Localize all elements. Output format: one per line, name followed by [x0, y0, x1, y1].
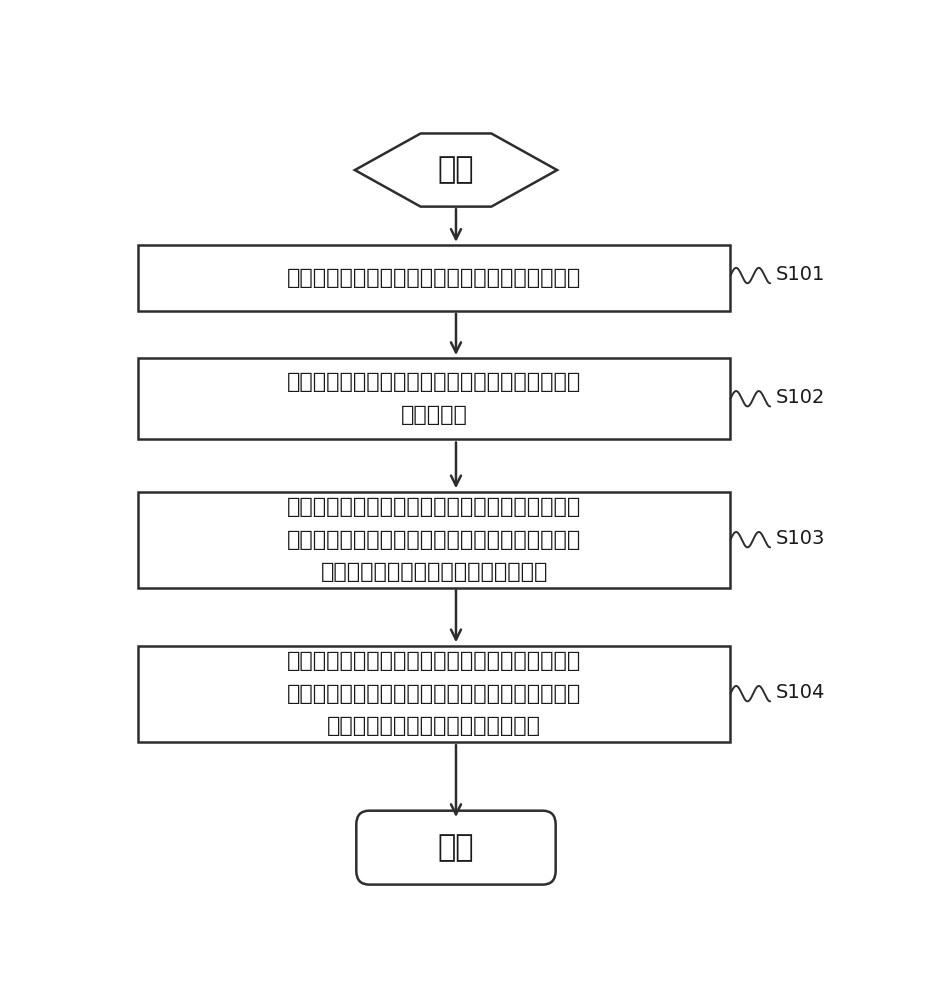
Text: 开始: 开始 — [438, 156, 474, 185]
Text: S103: S103 — [776, 529, 826, 548]
Text: 整车高压下电后，在确定所述动力电池系统的低压
供电无故障前，若接收到整车高压上电请求信号，
则不响应所述整车高压上电请求信号: 整车高压下电后，在确定所述动力电池系统的低压 供电无故障前，若接收到整车高压上电… — [287, 651, 582, 736]
Bar — [138, 492, 731, 588]
FancyBboxPatch shape — [356, 811, 555, 885]
Text: 结束: 结束 — [438, 833, 474, 862]
Text: S104: S104 — [776, 683, 826, 702]
Text: S102: S102 — [776, 388, 826, 407]
Bar — [138, 358, 731, 439]
Polygon shape — [355, 133, 557, 207]
Text: 当确定所述动力电池系统的低压供电存在故障时，
向仪表控制器发送警告信息，并根据电动汽车当前
所处的整车工作模式控制整车高压下电: 当确定所述动力电池系统的低压供电存在故障时， 向仪表控制器发送警告信息，并根据电… — [287, 497, 582, 582]
Text: 周期性的获取动力电池系统的低压供电线上的电压: 周期性的获取动力电池系统的低压供电线上的电压 — [287, 268, 582, 288]
Bar — [138, 245, 731, 311]
Bar — [138, 646, 731, 742]
Text: 根据所述电压确定所述动力电池系统的低压供电是
否存在故障: 根据所述电压确定所述动力电池系统的低压供电是 否存在故障 — [287, 372, 582, 425]
Text: S101: S101 — [776, 264, 826, 284]
